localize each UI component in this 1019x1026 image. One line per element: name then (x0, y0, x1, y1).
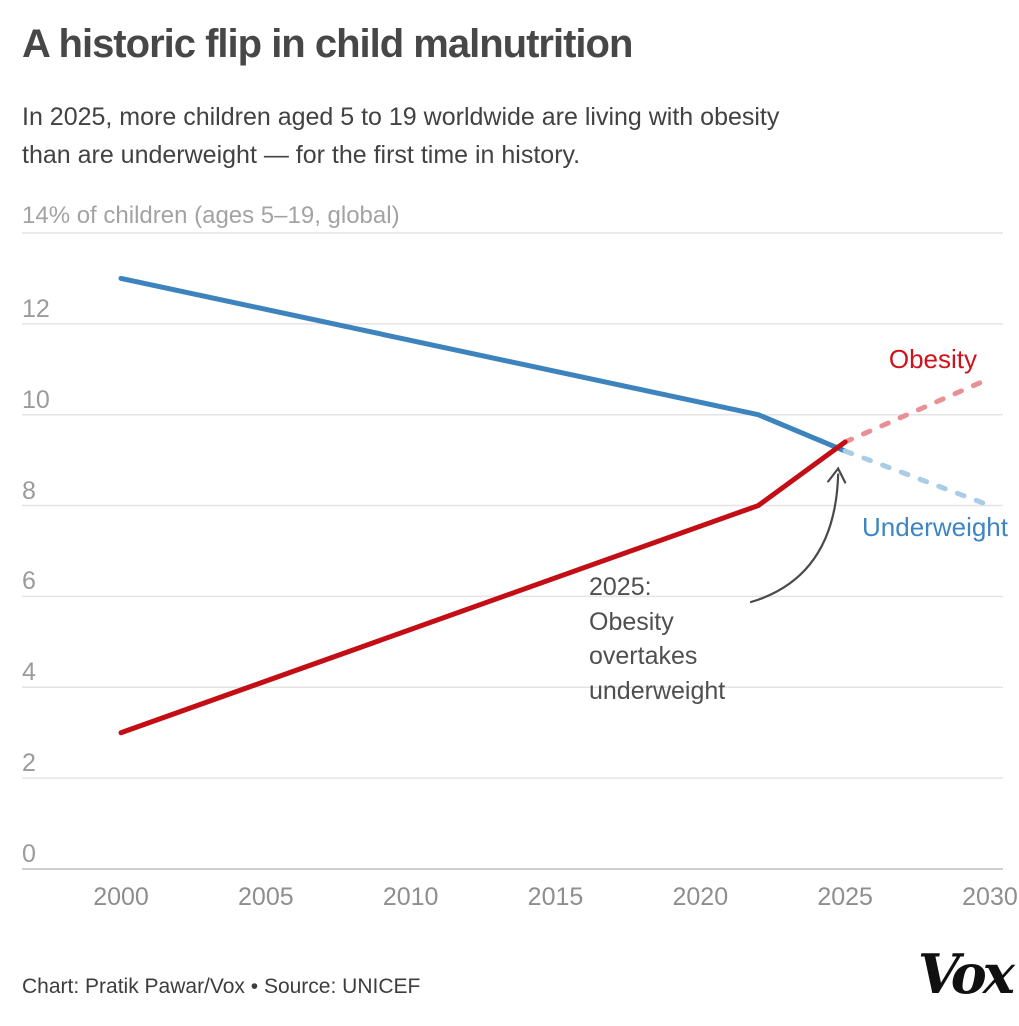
chart-title: A historic flip in child malnutrition (22, 22, 633, 66)
y-tick-label-12: 12 (22, 294, 50, 323)
gridlines (22, 232, 1003, 870)
chart-subtitle: In 2025, more children aged 5 to 19 worl… (22, 103, 780, 169)
x-tick-label-2020: 2020 (672, 883, 729, 911)
y-tick-label-6: 6 (22, 567, 36, 596)
x-tick-label-2000: 2000 (93, 883, 149, 911)
crossover-annotation: 2025: Obesity overtakes underweight (589, 573, 726, 705)
obesity-series-label: Obesity (888, 344, 977, 374)
series-line-underweight-projected (842, 448, 993, 509)
x-tick-label-2025: 2025 (817, 883, 873, 911)
series-line-obesity (118, 439, 848, 736)
x-tick-label-2010: 2010 (382, 883, 439, 911)
series-lines (118, 275, 993, 736)
annotation-arrow (749, 466, 847, 604)
arrow-head (827, 466, 847, 484)
x-tick-label-2005: 2005 (238, 883, 294, 911)
source-credit: Chart: Pratik Pawar/Vox • Source: UNICEF (22, 975, 421, 998)
series-line-obesity-projected (842, 375, 993, 445)
x-tick-label-2030: 2030 (962, 883, 1018, 911)
y-tick-label-8: 8 (22, 476, 36, 505)
x-tick-label-2015: 2015 (527, 883, 584, 911)
y-tick-label-10: 10 (22, 385, 50, 414)
series-line-underweight (118, 275, 848, 454)
underweight-series-label: Underweight (862, 512, 1008, 542)
y-tick-label-4: 4 (22, 658, 36, 687)
y-tick-label-0: 0 (22, 840, 36, 868)
arrow-curve (749, 473, 840, 604)
y-axis-unit-label: 14% of children (ages 5–19, global) (22, 202, 400, 229)
vox-logo: Vox (917, 942, 1015, 1006)
y-tick-label-2: 2 (22, 749, 36, 778)
